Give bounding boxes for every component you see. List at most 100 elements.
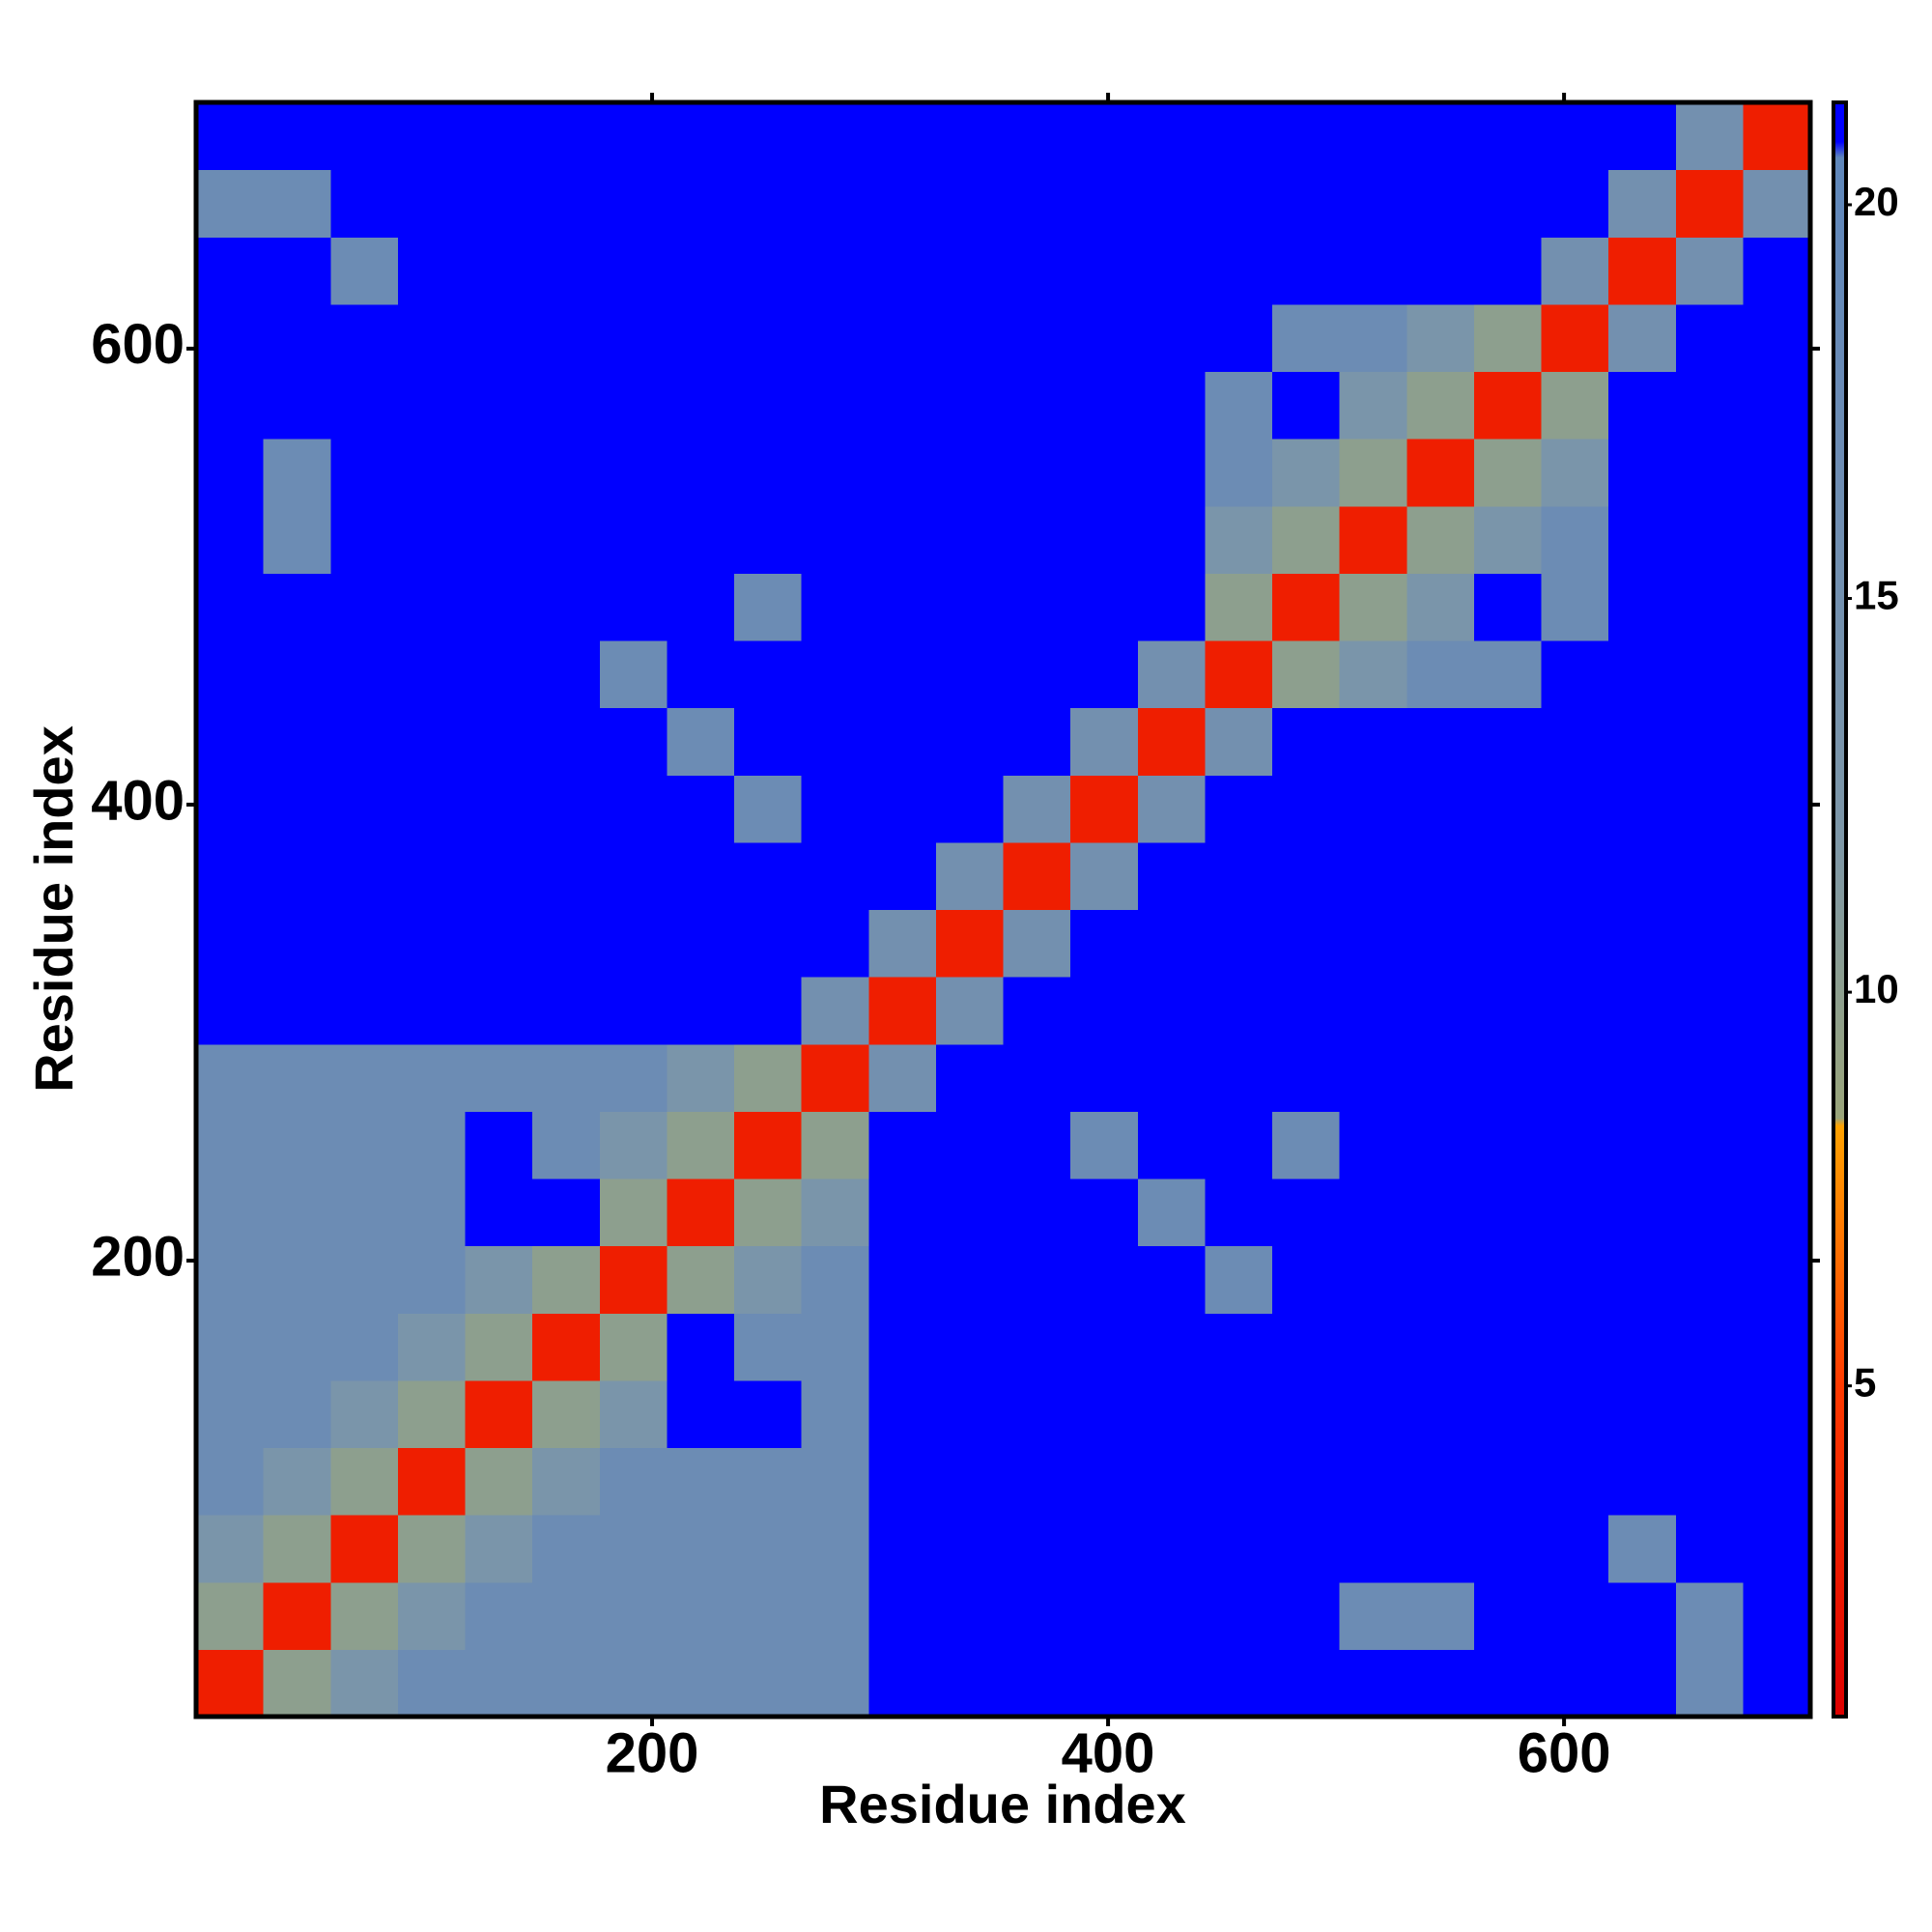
heatmap-cell [263,1447,331,1516]
heatmap-cell [868,640,937,709]
heatmap-cell [1272,371,1341,440]
heatmap-cell [1743,1111,1811,1179]
heatmap-cell [935,977,1004,1045]
heatmap-cell [1473,1043,1542,1112]
heatmap-cell [465,1379,533,1448]
heatmap-cell [263,102,331,171]
heatmap-cell [1743,303,1811,372]
heatmap-cell [1406,909,1475,978]
heatmap-cell [1406,841,1475,910]
heatmap-cell [801,1179,869,1247]
heatmap-cell [935,573,1004,641]
heatmap-cell [1541,1515,1609,1583]
heatmap-cell [935,1043,1004,1112]
heatmap-cell [868,909,937,978]
heatmap-cell [330,573,399,641]
heatmap-cell [868,439,937,507]
heatmap-cell [1675,237,1744,305]
heatmap-cell [1339,439,1407,507]
heatmap-cell [734,1313,803,1381]
heatmap-cell [868,707,937,776]
heatmap-cell [1003,909,1071,978]
heatmap-cell [263,505,331,574]
heatmap-cell [1003,505,1071,574]
heatmap-cell [1339,775,1407,843]
heatmap-cell [330,640,399,709]
heatmap-cell [667,977,735,1045]
heatmap-cell [397,775,466,843]
heatmap-cell [868,169,937,238]
heatmap-cell [1608,1313,1677,1381]
heatmap-cell [1339,909,1407,978]
heatmap-cell [1473,1447,1542,1516]
heatmap-cell [465,1043,533,1112]
heatmap-cell [263,1649,331,1718]
heatmap-cell [1003,1581,1071,1650]
heatmap-cell [1541,169,1609,238]
heatmap-cell [263,1313,331,1381]
heatmap-cell [1406,1379,1475,1448]
heatmap-cell [1675,1313,1744,1381]
heatmap-cell [801,841,869,910]
heatmap-cell [734,1379,803,1448]
heatmap-cell [397,707,466,776]
heatmap-cell [465,102,533,171]
heatmap-cell [330,1379,399,1448]
heatmap-cell [1541,1379,1609,1448]
heatmap-cell [1675,1581,1744,1650]
heatmap-cell [1070,909,1139,978]
heatmap-cell [1608,169,1677,238]
heatmap-cell [801,640,869,709]
heatmap-cell [801,1245,869,1314]
colorbar-tick-label: 15 [1854,573,1899,618]
heatmap-cell [1406,237,1475,305]
heatmap-cell [397,1111,466,1179]
heatmap-cell [1675,439,1744,507]
heatmap-cell [532,439,601,507]
heatmap-cell [263,237,331,305]
heatmap-cell [330,909,399,978]
heatmap-cell [330,1515,399,1583]
heatmap-cell [868,573,937,641]
heatmap-cell [1070,1043,1139,1112]
heatmap-cell [667,573,735,641]
heatmap-cell [1473,1581,1542,1650]
heatmap-cell [263,1379,331,1448]
heatmap-cell [599,102,668,171]
heatmap-cell [532,1043,601,1112]
heatmap-cell [397,303,466,372]
heatmap-cell [599,1245,668,1314]
heatmap-cell [1406,640,1475,709]
heatmap-cell [263,977,331,1045]
heatmap-cell [1608,1515,1677,1583]
heatmap-cell [196,640,265,709]
heatmap-cell [196,977,265,1045]
heatmap-cell [1406,371,1475,440]
heatmap-cell [1406,1111,1475,1179]
heatmap-cell [1070,371,1139,440]
heatmap-cell [1003,977,1071,1045]
heatmap-cell [465,505,533,574]
heatmap-cell [1205,237,1273,305]
heatmap-cell [667,909,735,978]
heatmap-cell [1272,775,1341,843]
heatmap-cell [1608,303,1677,372]
heatmap-cell [868,1379,937,1448]
heatmap-cell [1205,775,1273,843]
heatmap-cell [1137,505,1206,574]
heatmap-cell [868,505,937,574]
heatmap-cell [1272,841,1341,910]
heatmap-cell [1003,303,1071,372]
heatmap-cell [667,1111,735,1179]
heatmap-cell [1205,1447,1273,1516]
heatmap-cell [397,573,466,641]
heatmap-cell [1608,1649,1677,1718]
heatmap-cell [1541,909,1609,978]
y-tick-label: 600 [91,313,185,376]
heatmap-cell [868,1043,937,1112]
heatmap-cell [667,1379,735,1448]
heatmap-cell [1608,909,1677,978]
heatmap-cell [330,169,399,238]
heatmap-cell [196,1581,265,1650]
